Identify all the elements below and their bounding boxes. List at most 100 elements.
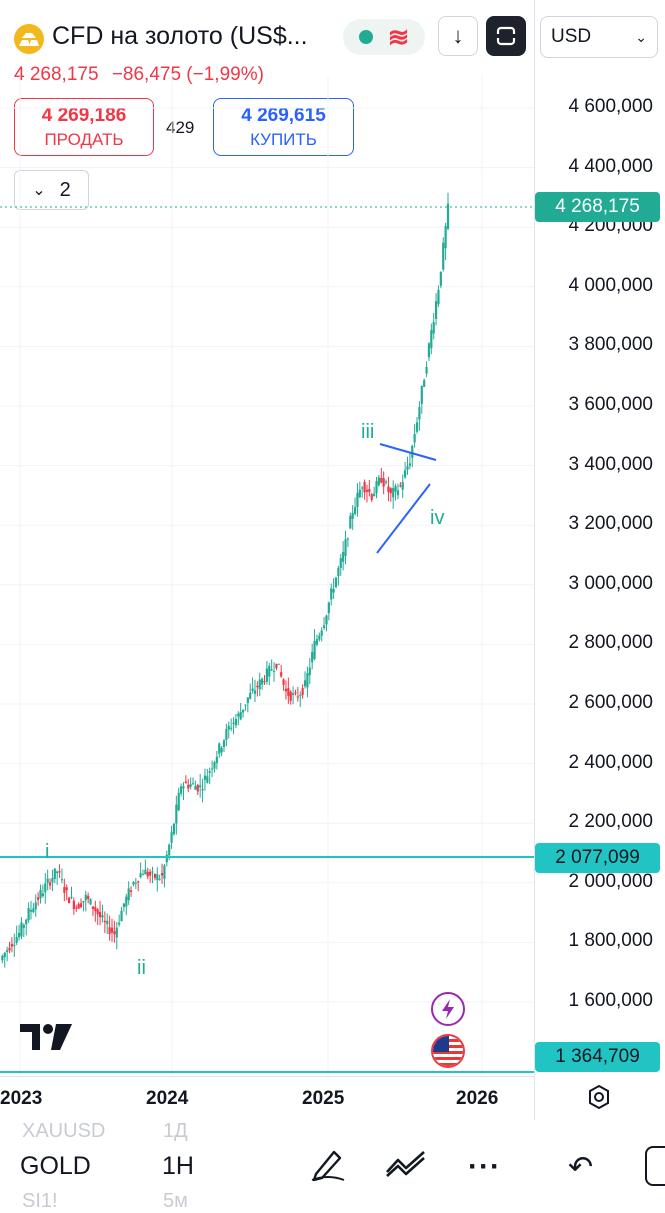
candle-body xyxy=(320,630,323,636)
candle-body xyxy=(392,488,395,498)
candle-body xyxy=(432,322,435,334)
interval-picker[interactable]: 1H xyxy=(162,1152,194,1180)
candle-body xyxy=(342,551,345,562)
indicator-count: 2 xyxy=(59,178,71,201)
symbol-picker[interactable]: GOLD xyxy=(20,1152,91,1180)
candle-body xyxy=(153,874,156,878)
chevron-down-icon: ⌄ xyxy=(32,182,46,199)
candle-body xyxy=(177,792,180,811)
candle-body xyxy=(1,955,4,961)
candle-body xyxy=(139,873,142,878)
candle-body xyxy=(79,903,83,908)
candle-body xyxy=(170,832,173,843)
candle-body xyxy=(115,927,118,938)
candle-body xyxy=(401,482,404,490)
candle-body xyxy=(206,776,209,783)
lightning-event-icon[interactable] xyxy=(431,992,465,1026)
candle-body xyxy=(318,635,321,640)
candle-body xyxy=(380,477,383,483)
candle-body xyxy=(303,680,307,687)
level-price-tag-lower: 1 364,709 xyxy=(535,1042,660,1072)
bottom-toolbar: XAUUSD 1Д GOLD 1H SI1! 5м ··· ↶ xyxy=(0,1120,665,1212)
candle-body xyxy=(63,887,66,893)
candle-body xyxy=(442,242,445,270)
undo-icon[interactable]: ↶ xyxy=(568,1151,594,1184)
candle-body xyxy=(301,688,304,696)
candle-body xyxy=(32,908,35,913)
candle-body xyxy=(151,871,154,873)
candle-body xyxy=(218,743,221,754)
triangle-drawing[interactable] xyxy=(376,443,437,554)
currency-value: USD xyxy=(551,26,592,47)
candle-body xyxy=(282,679,285,685)
draw-pen-icon[interactable] xyxy=(308,1146,348,1187)
layout-icon[interactable] xyxy=(645,1146,665,1186)
candle-body xyxy=(232,722,235,724)
candle-body xyxy=(292,693,295,696)
chart-settings-icon[interactable] xyxy=(586,1084,612,1115)
wave-label-ii[interactable]: ii xyxy=(137,957,146,979)
candle-body xyxy=(110,927,114,933)
candle-body xyxy=(423,380,426,387)
candle-body xyxy=(17,932,21,938)
candle-body xyxy=(215,756,218,764)
candle-body xyxy=(275,663,278,669)
candle-body xyxy=(268,665,271,677)
level-price-tag: 2 077,099 xyxy=(535,843,660,873)
candle-body xyxy=(249,692,252,699)
candle-body xyxy=(175,804,178,824)
candle-body xyxy=(270,669,273,671)
currency-select[interactable]: USD ⌄ xyxy=(540,16,658,58)
price-change: −86,475 (−1,99%) xyxy=(111,64,264,85)
candle-body xyxy=(358,489,361,498)
candle-body xyxy=(244,704,247,706)
buy-button[interactable]: 4 269,615 КУПИТЬ xyxy=(213,98,354,156)
candle-body xyxy=(311,651,314,663)
candle-body xyxy=(194,786,197,790)
candle-body xyxy=(325,615,328,625)
candle-body xyxy=(408,463,411,466)
candle-body xyxy=(141,874,145,876)
candle-body xyxy=(108,927,111,935)
market-status-pill[interactable]: ≋ xyxy=(343,19,425,55)
candle-body xyxy=(46,878,49,883)
candle-body xyxy=(87,895,90,900)
fullscreen-button[interactable] xyxy=(486,16,526,56)
candle-body xyxy=(20,922,23,937)
us-flag-event-icon[interactable] xyxy=(431,1034,465,1068)
candle-body xyxy=(44,883,47,893)
candle-body xyxy=(237,713,240,717)
candle-body xyxy=(327,602,330,614)
candle-body xyxy=(234,718,238,726)
wave-label-iii[interactable]: iii xyxy=(361,421,374,443)
candle-body xyxy=(387,486,390,492)
candle-body xyxy=(22,925,25,928)
price-chart[interactable]: i ii iii iv xyxy=(0,76,534,1076)
candle-body xyxy=(58,871,61,873)
candle-body xyxy=(299,695,302,697)
candle-body xyxy=(103,920,106,923)
indicators-collapse-button[interactable]: ⌄ 2 xyxy=(14,170,89,210)
candle-body xyxy=(68,897,71,904)
candle-body xyxy=(253,690,257,694)
wave-label-iv[interactable]: iv xyxy=(430,507,444,529)
candle-body xyxy=(160,873,164,876)
sell-button[interactable]: 4 269,186 ПРОДАТЬ xyxy=(14,98,154,156)
scroll-down-button[interactable]: ↓ xyxy=(438,16,478,56)
candle-body xyxy=(332,589,335,593)
candle-body xyxy=(56,871,59,874)
candle-body xyxy=(15,937,18,943)
more-options-icon[interactable]: ··· xyxy=(468,1150,501,1183)
candle-body xyxy=(272,671,276,673)
candle-body xyxy=(132,881,135,885)
symbol-ghost-lower: SI1! xyxy=(22,1190,58,1212)
buy-price: 4 269,615 xyxy=(241,104,326,126)
drawing-tools-icon[interactable] xyxy=(384,1148,430,1183)
wave-label-i[interactable]: i xyxy=(45,841,49,863)
gold-bars-icon[interactable] xyxy=(14,24,44,54)
candle-body xyxy=(241,709,245,713)
candle-body xyxy=(339,558,342,568)
price-tick-label: 2 600,000 xyxy=(568,692,653,713)
symbol-title[interactable]: CFD на золото (US$... xyxy=(52,22,308,50)
candle-body xyxy=(313,640,316,659)
